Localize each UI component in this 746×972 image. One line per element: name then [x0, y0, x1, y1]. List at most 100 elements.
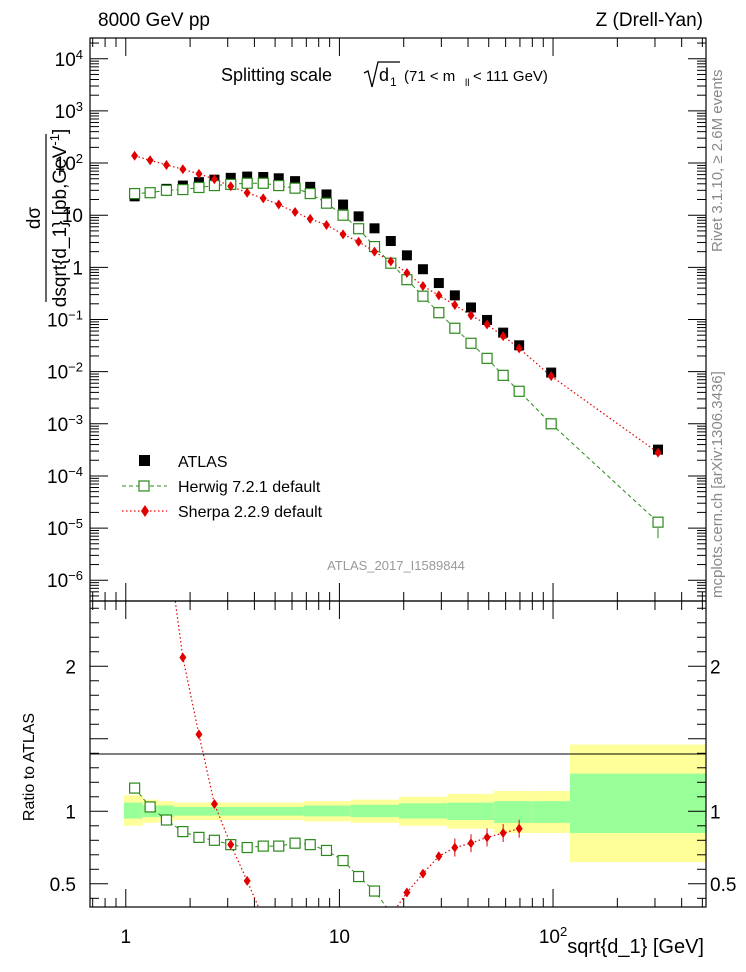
sherpa-point	[419, 280, 427, 291]
sherpa-point	[179, 164, 187, 175]
sherpa-point	[210, 174, 218, 185]
analysis-label: ATLAS_2017_I1589844	[327, 558, 465, 573]
sherpa-ratio-point	[419, 868, 427, 879]
herwig-ratio-point	[353, 870, 365, 883]
ratio-y-tick-label: 1	[65, 802, 76, 823]
atlas-point	[417, 264, 428, 275]
band-inner-10	[569, 773, 706, 834]
sherpa-point	[227, 181, 235, 192]
herwig-point	[449, 322, 461, 334]
sherpa-point	[146, 155, 154, 166]
atlas-point	[321, 189, 332, 200]
sherpa-ratio-point	[467, 838, 475, 849]
band-inner-7	[447, 802, 495, 820]
herwig-point	[177, 183, 189, 196]
ratio-frame	[89, 600, 707, 908]
main-ylabel: dσ dsqrt{d_1} [pb,GeV-1]	[24, 129, 71, 307]
sherpa-point	[499, 331, 507, 342]
sherpa-point	[467, 310, 475, 321]
legend-herwig-label: Herwig 7.2.1 default	[178, 479, 321, 496]
y-tick-label: 10−2	[47, 359, 83, 384]
ratio-y-tick-label-right: 0.5	[710, 875, 736, 896]
ratio-y-tick-label-right: 2	[710, 657, 721, 678]
y-tick-label: 10−1	[47, 307, 83, 332]
sherpa-ratio-point	[195, 729, 203, 740]
atlas-point	[258, 172, 269, 183]
legend-herwig: Herwig 7.2.1 default	[122, 479, 321, 496]
ratio-series	[129, 110, 523, 907]
band-inner-4	[303, 805, 351, 817]
herwig-point	[193, 181, 205, 194]
main-axis-ticks: 10−6 10−5 10−4 10−3 10−2 10−1 1 10 102 103 104	[47, 38, 706, 602]
sherpa-point	[131, 150, 139, 161]
sherpa-point	[195, 168, 203, 179]
sherpa-ratio-point	[131, 110, 138, 120]
herwig-point	[160, 184, 173, 196]
herwig-point	[433, 307, 445, 319]
herwig-point	[481, 352, 493, 364]
atlas-point	[401, 250, 412, 261]
sherpa-point	[243, 187, 251, 198]
herwig-point	[465, 337, 477, 349]
atlas-point	[242, 171, 253, 182]
herwig-ratio-point	[304, 839, 316, 851]
sherpa-ratio-point	[499, 828, 507, 839]
atlas-point	[385, 236, 396, 247]
sherpa-ratio-line-high	[396, 828, 520, 907]
sherpa-point	[435, 290, 443, 301]
sherpa-ratio-point	[483, 832, 491, 843]
atlas-point	[273, 173, 284, 184]
sherpa-point	[483, 319, 491, 330]
herwig-point	[417, 290, 429, 302]
legend-atlas-label: ATLAS	[178, 454, 228, 471]
atlas-point	[290, 176, 301, 187]
svg-text:dsqrt{d_1} [pb,GeV-1]: dsqrt{d_1} [pb,GeV-1]	[47, 129, 72, 307]
herwig-ratio-point	[289, 837, 301, 849]
svg-text:dσ: dσ	[24, 207, 45, 230]
sherpa-point	[162, 159, 170, 170]
herwig-point	[241, 177, 253, 189]
sherpa-point	[259, 193, 267, 204]
herwig-ratio-point	[177, 825, 189, 838]
sherpa-ratio-point	[515, 823, 523, 834]
herwig-ratio-point	[144, 801, 156, 813]
band-inner-9	[532, 801, 570, 823]
herwig-ratio-point	[241, 841, 253, 854]
herwig-point	[652, 516, 664, 528]
herwig-ratio-point	[208, 834, 221, 846]
ratio-y-tick-label: 0.5	[50, 875, 76, 896]
band-inner-6	[398, 803, 448, 819]
sherpa-point	[654, 447, 662, 458]
herwig-point	[513, 385, 525, 397]
sherpa-point	[322, 219, 330, 230]
sherpa-ratio-point	[179, 652, 187, 663]
plot-title-var-sub: 1	[390, 75, 397, 89]
herwig-point	[337, 209, 349, 221]
mcplots-label: mcplots.cern.ch [arXiv:1306.3436]	[709, 371, 726, 598]
sherpa-ratio-point	[210, 799, 218, 810]
legend-sherpa-label: Sherpa 2.2.9 default	[178, 504, 323, 521]
herwig-point	[304, 187, 316, 200]
atlas-point	[449, 290, 460, 301]
sherpa-point	[339, 229, 347, 240]
ratio-ylabel: Ratio to ATLAS	[21, 713, 38, 821]
herwig-point	[289, 182, 301, 194]
sherpa-ratio-line-low	[174, 601, 260, 907]
herwig-point	[353, 223, 365, 235]
sherpa-point	[387, 256, 395, 267]
header-left: 8000 GeV pp	[98, 10, 210, 31]
herwig-ratio-point	[193, 831, 205, 843]
y-tick-label: 1	[72, 258, 83, 279]
xlabel: sqrt{d_1} [GeV]	[567, 936, 704, 958]
sherpa-point	[275, 199, 283, 210]
band-inner-5	[350, 804, 399, 818]
sherpa-ratio-point	[403, 887, 411, 898]
y-tick-label: 104	[55, 46, 83, 71]
y-tick-label: 10−5	[47, 516, 83, 541]
sherpa-point	[306, 213, 314, 224]
sherpa-point	[547, 371, 555, 382]
sherpa-point	[403, 267, 411, 278]
herwig-ratio-point	[320, 844, 333, 857]
main-series	[129, 150, 664, 539]
